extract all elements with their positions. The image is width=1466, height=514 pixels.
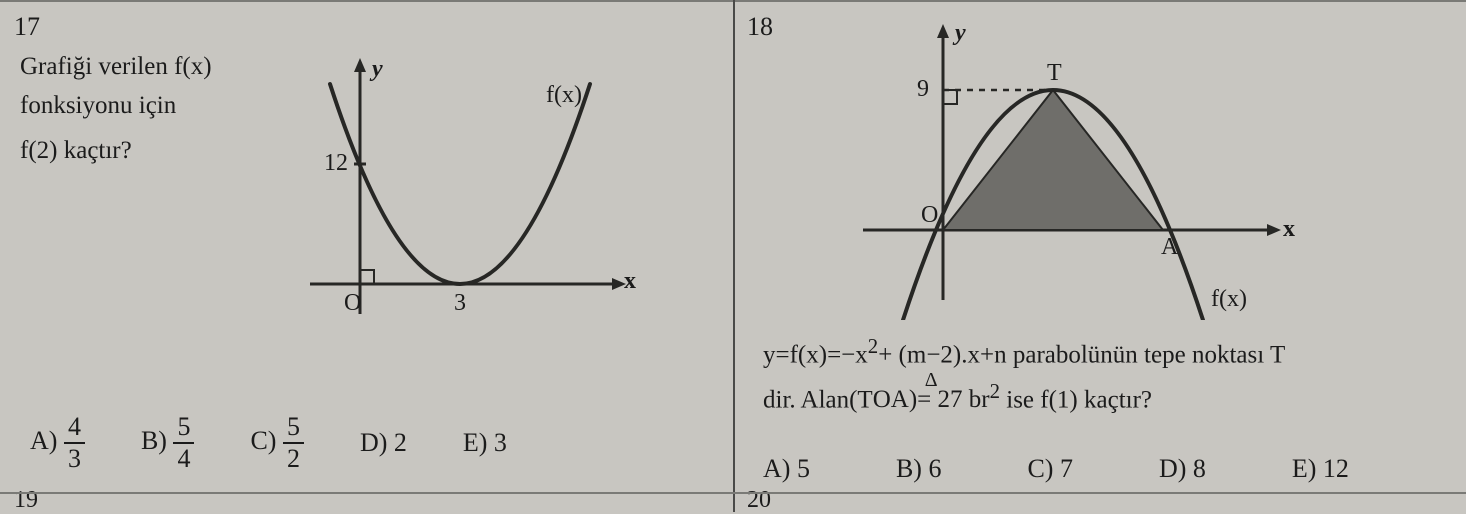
opt-c-val: 7 — [1060, 454, 1073, 483]
opt-c-letter: C) — [250, 426, 276, 455]
opt-b-frac: 54 — [173, 414, 194, 472]
question-17-text: Grafiği verilen f(x) fonksiyonu için f(2… — [20, 48, 280, 170]
opt-d-val: 2 — [394, 428, 407, 457]
q18-graph: y x 9 T O A f(x) — [803, 20, 1323, 320]
fx-label: f(x) — [1211, 286, 1247, 313]
opt-c: C) 52 — [250, 414, 304, 472]
opt-e: E) 3 — [463, 428, 507, 458]
o-hat: ΔOA)= 27 br — [873, 381, 990, 420]
question-18: 18 y x 9 T O A f(x) — [733, 0, 1466, 512]
opt-e-letter: E) — [1292, 454, 1317, 483]
opt-b-val: 6 — [928, 454, 941, 483]
y-tick-9: 9 — [917, 76, 929, 103]
q18-l2c: ise f(1) kaçtır? — [1000, 386, 1152, 413]
sup-1: 2 — [868, 334, 878, 358]
opt-d-letter: D) — [360, 428, 387, 457]
point-A: A — [1161, 234, 1178, 261]
y-axis-label: y — [372, 56, 383, 83]
y-axis-label: y — [955, 20, 966, 47]
opt-a-letter: A) — [763, 454, 790, 483]
q18-line2: dir. Alan(TΔOA)= 27 br2 ise f(1) kaçtır? — [763, 375, 1285, 420]
opt-b-letter: B) — [141, 426, 167, 455]
opt-b-letter: B) — [896, 454, 922, 483]
opt-d: D) 2 — [360, 428, 407, 458]
q17-options: A) 43 B) 54 C) 52 D) 2 E) 3 — [30, 414, 703, 472]
q18-l1b: + (m−2).x+n parabolünün tepe noktası T — [878, 341, 1285, 368]
opt-c-frac: 52 — [283, 414, 304, 472]
opt-e-val: 12 — [1323, 454, 1349, 483]
delta-cap: Δ — [873, 365, 990, 396]
q17-line3: f(2) kaçtır? — [20, 132, 280, 171]
opt-c: C) 7 — [1027, 454, 1073, 484]
opt-a: A) 5 — [763, 454, 810, 484]
q18-body: y=f(x)=−x2+ (m−2).x+n parabolünün tepe n… — [763, 330, 1285, 420]
opt-a-frac: 43 — [64, 414, 85, 472]
q18-l2a: dir. Alan(T — [763, 386, 873, 413]
x-axis-label: x — [1283, 216, 1295, 243]
bottom-border — [0, 492, 1466, 494]
opt-e-val: 3 — [494, 428, 507, 457]
question-17: 17 Grafiği verilen f(x) fonksiyonu için … — [0, 0, 733, 512]
opt-a-val: 5 — [797, 454, 810, 483]
x-tick-3: 3 — [454, 290, 466, 317]
x-axis-label: x — [624, 268, 636, 295]
column-divider — [733, 0, 735, 512]
opt-e-letter: E) — [463, 428, 488, 457]
opt-d-letter: D) — [1159, 454, 1186, 483]
origin-label: O — [344, 290, 361, 317]
q18-l1a: y=f(x)=−x — [763, 341, 868, 368]
sup-2: 2 — [990, 379, 1000, 403]
vertex-T: T — [1047, 60, 1062, 87]
opt-c-letter: C) — [1027, 454, 1053, 483]
origin-label: O — [921, 202, 938, 229]
opt-e: E) 12 — [1292, 454, 1349, 484]
opt-a-letter: A) — [30, 426, 57, 455]
question-number-17: 17 — [14, 12, 713, 42]
q17-graph: y x f(x) 12 O 3 — [290, 54, 650, 344]
q17-line1: Grafiği verilen f(x) — [20, 48, 280, 87]
opt-a: A) 43 — [30, 414, 85, 472]
q18-line1: y=f(x)=−x2+ (m−2).x+n parabolünün tepe n… — [763, 330, 1285, 375]
opt-d-val: 8 — [1193, 454, 1206, 483]
q18-options: A) 5 B) 6 C) 7 D) 8 E) 12 — [763, 454, 1436, 484]
y-tick-12: 12 — [324, 150, 348, 177]
fx-label: f(x) — [546, 82, 582, 109]
q17-line2: fonksiyonu için — [20, 87, 280, 126]
opt-b: B) 54 — [141, 414, 195, 472]
opt-b: B) 6 — [896, 454, 942, 484]
opt-d: D) 8 — [1159, 454, 1206, 484]
